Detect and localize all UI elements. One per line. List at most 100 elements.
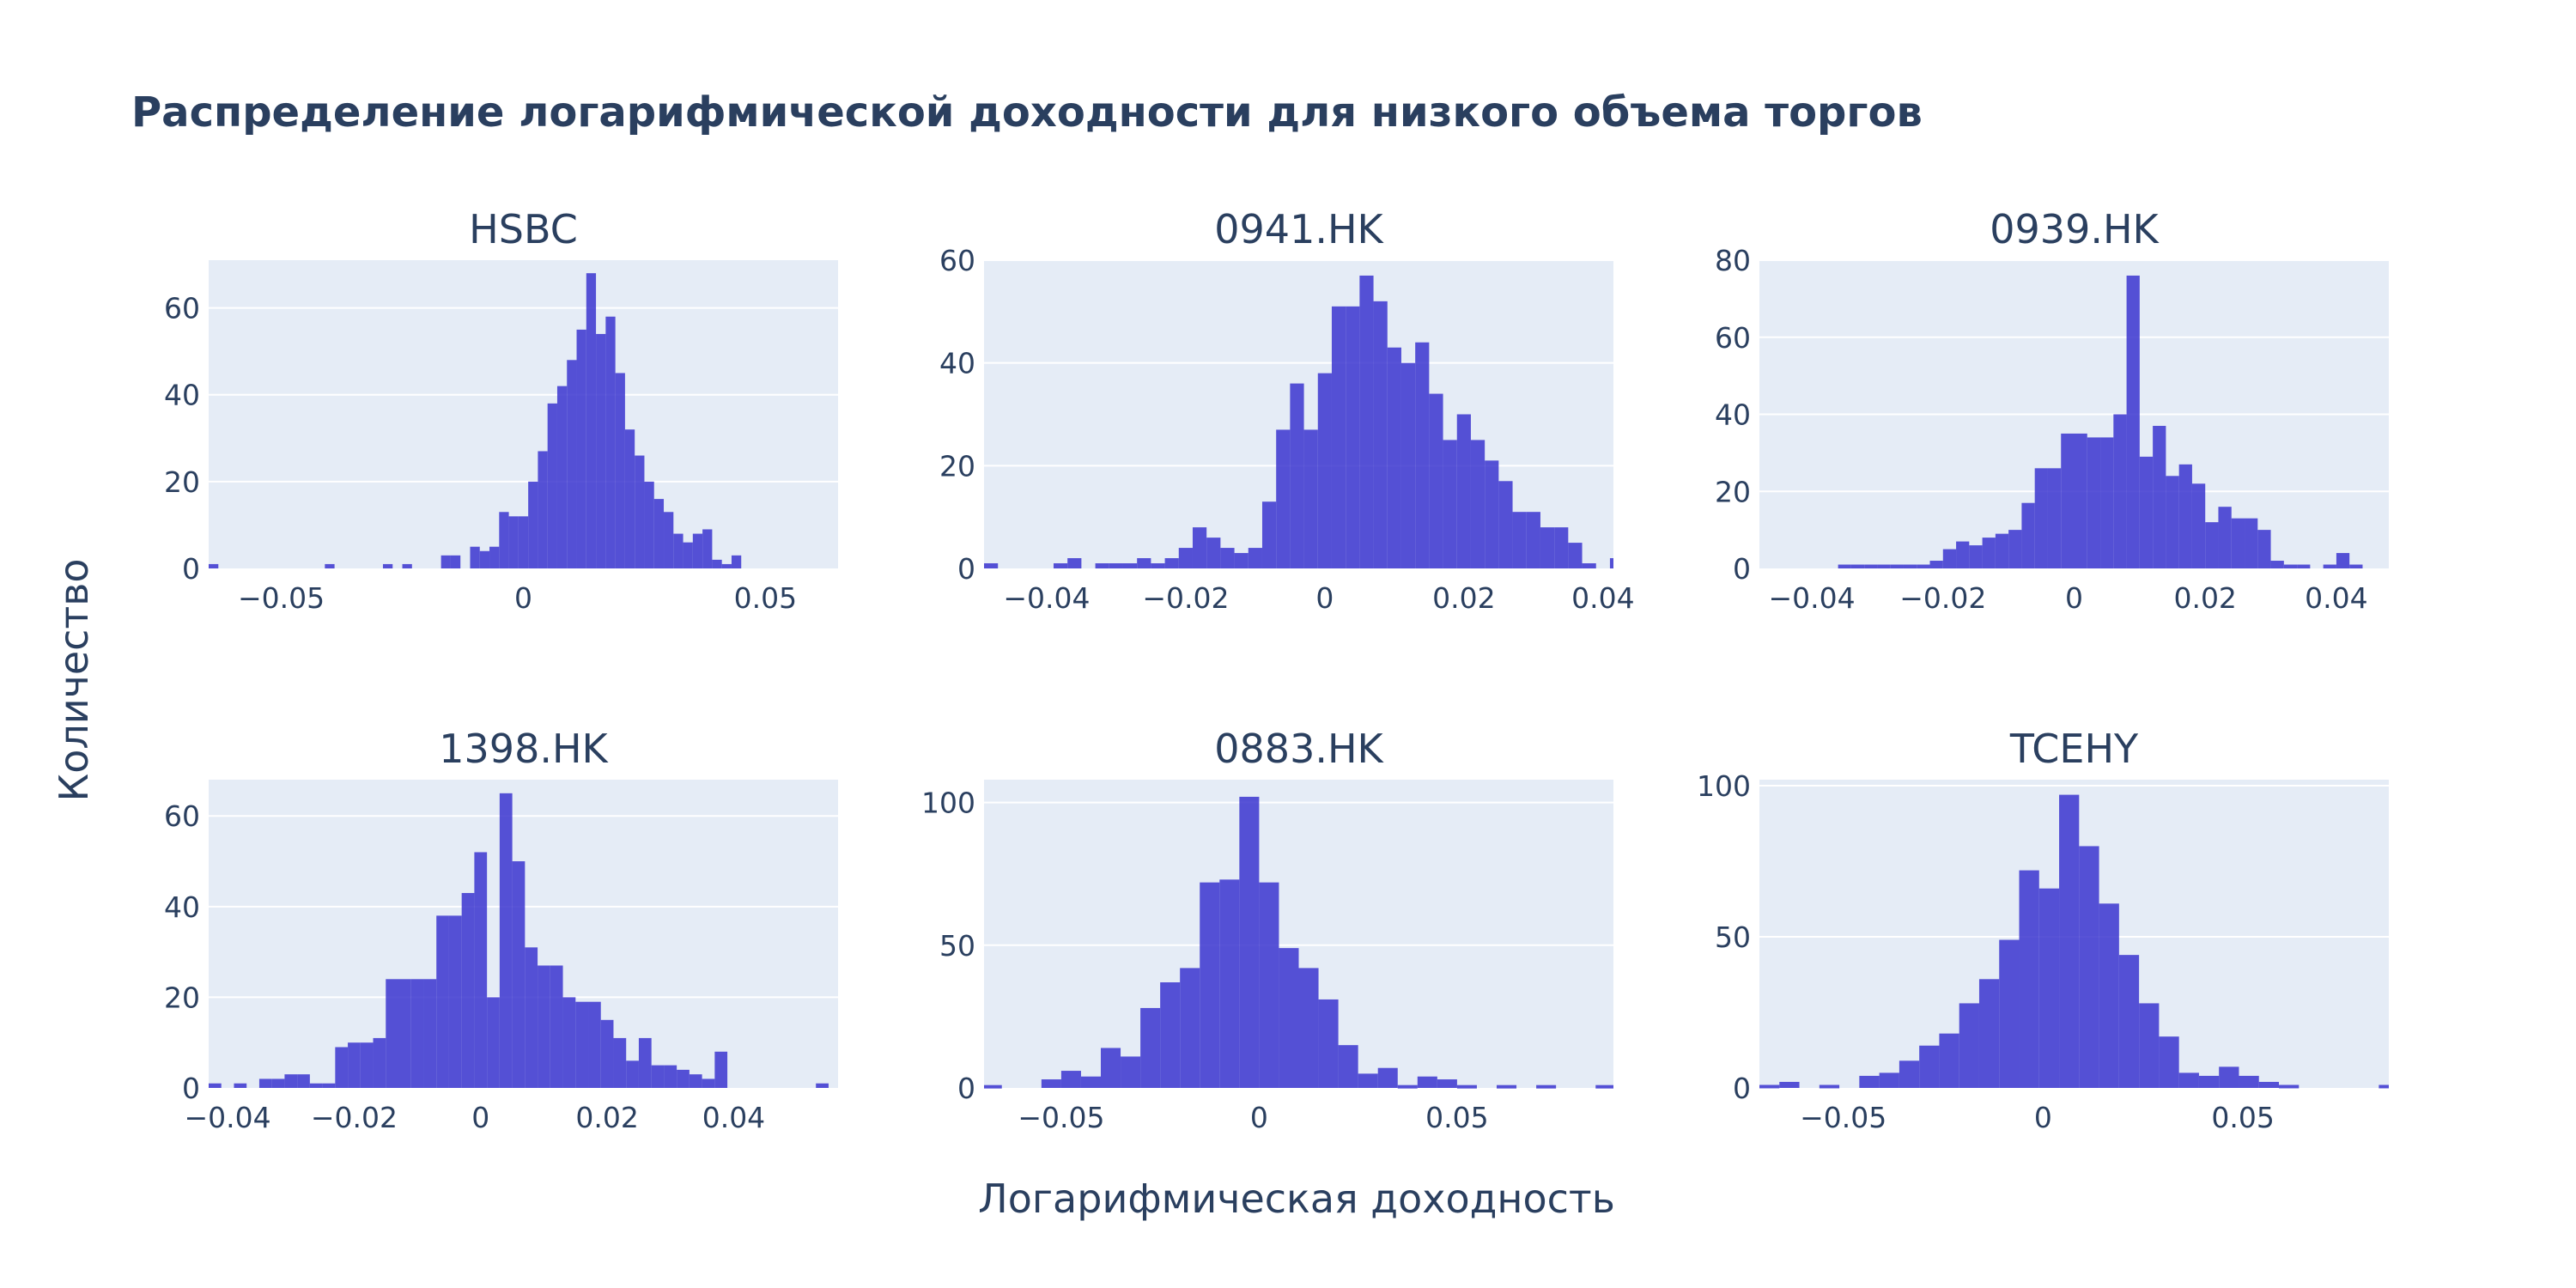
histogram-bar bbox=[1095, 563, 1109, 568]
y-tick-label: 20 bbox=[1715, 475, 1751, 508]
y-tick-label: 40 bbox=[939, 347, 975, 380]
histogram-bar bbox=[1261, 501, 1277, 568]
histogram-bar bbox=[1387, 347, 1401, 568]
histogram-bar bbox=[1929, 561, 1943, 568]
x-tick-label: 0.05 bbox=[1425, 1101, 1488, 1134]
histogram-bar bbox=[638, 1037, 652, 1088]
x-tick-label: −0.04 bbox=[185, 1101, 271, 1134]
histogram-bar bbox=[556, 386, 568, 568]
histogram-bar bbox=[644, 481, 654, 568]
histogram-bar bbox=[2231, 518, 2245, 568]
histogram-bar bbox=[1400, 362, 1416, 568]
x-tick-label: 0 bbox=[471, 1101, 489, 1134]
histogram-bar bbox=[1318, 999, 1339, 1088]
histogram-bar bbox=[309, 1083, 323, 1088]
x-tick-label: 0 bbox=[1250, 1101, 1268, 1134]
histogram-bar bbox=[322, 1083, 336, 1088]
histogram-bar bbox=[984, 1084, 1002, 1089]
histogram-bar bbox=[1879, 1072, 1899, 1088]
histogram-bar bbox=[1317, 373, 1332, 568]
histogram-bar bbox=[1568, 543, 1583, 568]
histogram-bar bbox=[586, 273, 597, 568]
y-tick-label: 20 bbox=[164, 465, 200, 499]
histogram-bar bbox=[2283, 564, 2298, 568]
y-tick-label: 60 bbox=[164, 292, 200, 325]
histogram-bar bbox=[2159, 1036, 2179, 1088]
histogram-bar bbox=[1959, 1003, 1979, 1088]
histogram-bar bbox=[2166, 476, 2179, 568]
subplot-1398hk: 0 20 40 60 −0.04 −0.02 0 0.02 0.04 1398.HK bbox=[164, 726, 838, 1134]
y-tick-label: 100 bbox=[921, 787, 975, 820]
histogram-bar bbox=[2191, 483, 2206, 568]
histogram-bar bbox=[1200, 882, 1220, 1088]
histogram-bar bbox=[605, 316, 616, 568]
histogram-bars bbox=[209, 793, 829, 1088]
histogram-bar bbox=[562, 997, 576, 1088]
histogram-bar bbox=[2087, 437, 2101, 568]
histogram-bar bbox=[984, 563, 999, 568]
y-axis-label: Количество bbox=[51, 559, 97, 802]
histogram-bar bbox=[1498, 481, 1513, 568]
histogram-bar bbox=[2047, 468, 2062, 568]
histogram-bar bbox=[1859, 1075, 1880, 1088]
y-tick-label: 40 bbox=[1715, 398, 1751, 432]
histogram-bar bbox=[1779, 1081, 1800, 1088]
histogram-bar bbox=[2219, 1066, 2239, 1088]
histogram-bar bbox=[1331, 306, 1346, 568]
histogram-bar bbox=[2008, 530, 2022, 568]
histogram-bar bbox=[512, 861, 526, 1088]
x-tick-label: −0.02 bbox=[1899, 581, 1986, 615]
histogram-bar bbox=[2126, 275, 2140, 568]
histogram-bar bbox=[489, 546, 500, 568]
histogram-bar bbox=[2178, 1072, 2199, 1088]
histogram-bar bbox=[1109, 563, 1123, 568]
histogram-bar bbox=[731, 555, 742, 568]
histogram-bar bbox=[1276, 429, 1291, 568]
x-tick-label: 0.02 bbox=[1432, 581, 1495, 615]
histogram-bar bbox=[1899, 1060, 1920, 1088]
x-tick-label: −0.05 bbox=[238, 581, 325, 615]
histogram-bar bbox=[2079, 846, 2099, 1088]
histogram-bar bbox=[613, 1037, 627, 1088]
histogram-bar bbox=[2100, 437, 2114, 568]
histogram-bar bbox=[2205, 522, 2219, 568]
histogram-bar bbox=[1053, 563, 1068, 568]
histogram-bar bbox=[2218, 507, 2232, 568]
histogram-bar bbox=[508, 516, 519, 568]
histogram-bar bbox=[1485, 460, 1499, 568]
histogram-bar bbox=[2245, 518, 2258, 568]
x-tick-label: 0 bbox=[2034, 1101, 2052, 1134]
histogram-bar bbox=[461, 892, 475, 1088]
y-tick-label: 40 bbox=[164, 890, 200, 924]
histogram-bar bbox=[2258, 1081, 2280, 1088]
x-tick-label: −0.02 bbox=[1142, 581, 1229, 615]
histogram-bar bbox=[635, 455, 645, 568]
histogram-bar bbox=[702, 1078, 715, 1088]
histogram-bar bbox=[436, 915, 449, 1088]
y-tick-label: 20 bbox=[164, 981, 200, 1014]
histogram-bar bbox=[1838, 564, 1851, 568]
x-tick-label: 0.04 bbox=[702, 1101, 765, 1134]
histogram-bar bbox=[689, 1074, 702, 1088]
x-tick-label: −0.05 bbox=[1800, 1101, 1886, 1134]
histogram-bars bbox=[984, 275, 1613, 568]
histogram-bar bbox=[386, 979, 399, 1088]
histogram-bar bbox=[271, 1078, 285, 1088]
histogram-bar bbox=[1178, 548, 1193, 568]
histogram-bar bbox=[1982, 538, 1996, 568]
histogram-bar bbox=[1939, 1033, 1959, 1088]
histogram-bar bbox=[1067, 558, 1082, 568]
histogram-bar bbox=[1121, 1056, 1141, 1088]
subplot-0883hk: 0 50 100 −0.05 0 0.05 0883.HK bbox=[921, 726, 1613, 1134]
histogram-bar bbox=[1160, 982, 1181, 1088]
histogram-bar bbox=[2297, 564, 2311, 568]
histogram-bar bbox=[1122, 563, 1138, 568]
x-tick-label: −0.05 bbox=[1018, 1101, 1104, 1134]
histogram-bar bbox=[816, 1083, 829, 1088]
histogram-bar bbox=[1137, 558, 1151, 568]
histogram-bar bbox=[284, 1074, 298, 1088]
subplot-title: 1398.HK bbox=[439, 726, 609, 772]
histogram-bar bbox=[528, 481, 538, 568]
histogram-bar bbox=[1279, 948, 1299, 1088]
